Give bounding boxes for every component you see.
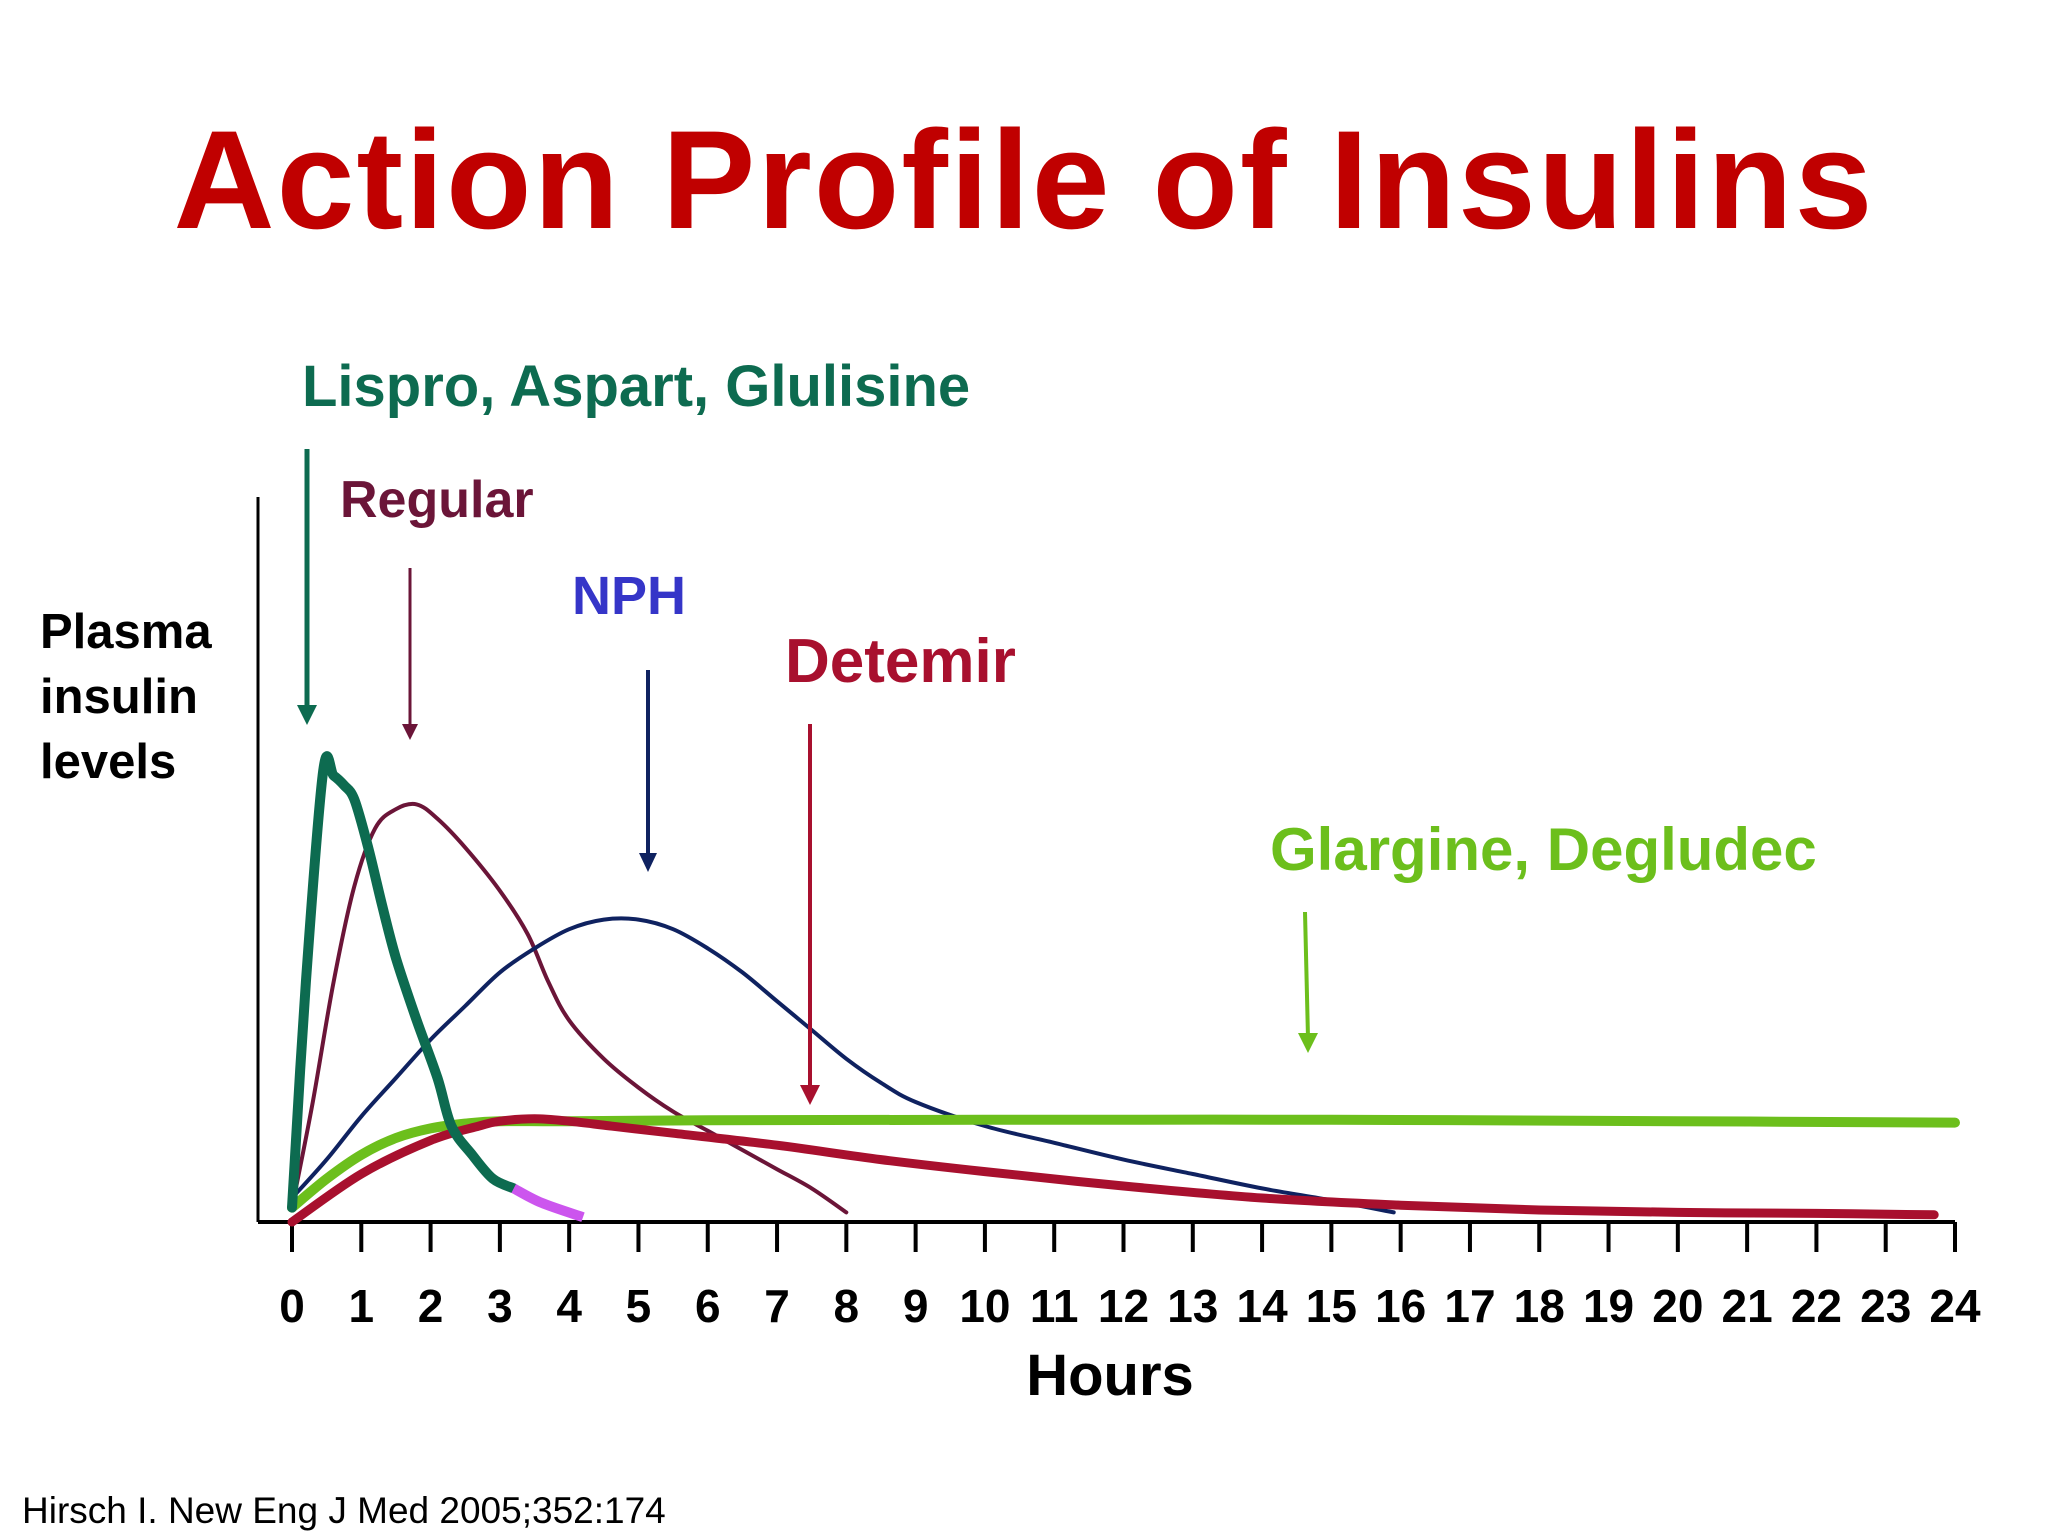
x-tick-label: 1 [348,1280,374,1332]
y-axis-label-line-2: insulin [40,670,198,724]
x-tick-label: 11 [1030,1280,1079,1332]
annotation-lispro-arrow [297,449,317,725]
x-tick-label: 22 [1791,1280,1842,1332]
x-tick-label: 18 [1514,1280,1565,1332]
x-axis-tick-labels: 0 1 2 3 4 5 6 7 8 9 10 11 12 13 14 15 16 17 18 19 20 21 22 23 24 [279,1280,1981,1332]
x-tick-label: 21 [1722,1280,1773,1332]
x-tick-label: 3 [487,1280,513,1332]
annotation-detemir-arrow [800,724,820,1105]
x-tick-label: 15 [1306,1280,1357,1332]
y-axis-label: Plasma insulin levels [40,605,225,789]
chart-title: Action Profile of Insulins [173,101,1875,258]
annotation-nph-arrow [639,670,657,872]
x-tick-label: 6 [695,1280,721,1332]
x-axis-label: Hours [1026,1343,1194,1408]
x-tick-label: 14 [1236,1280,1288,1332]
annotation-regular-arrow [402,568,418,740]
annotation-regular-label: Regular [340,471,534,529]
y-axis-label-line-3: levels [40,735,176,789]
x-tick-label: 17 [1444,1280,1495,1332]
x-tick-label: 12 [1098,1280,1149,1332]
annotation-detemir-label: Detemir [785,627,1016,696]
series-line-detemir [287,1114,1939,1227]
x-tick-label: 8 [834,1280,860,1332]
x-tick-label: 19 [1583,1280,1634,1332]
x-tick-label: 7 [764,1280,790,1332]
series-line-lispro-tail [511,1183,585,1222]
citation: Hirsch I. New Eng J Med 2005;352:174 [22,1490,666,1531]
x-tick-label: 0 [279,1280,305,1332]
annotation-nph-label: NPH [572,566,686,626]
x-tick-label: 9 [903,1280,929,1332]
x-tick-label: 20 [1652,1280,1703,1332]
annotation-lispro-label: Lispro, Aspart, Glulisine [302,354,970,419]
series-line-nph [290,916,1396,1215]
x-tick-label: 13 [1167,1280,1218,1332]
annotation-glargine-arrow [1298,911,1318,1053]
x-tick-label: 23 [1860,1280,1911,1332]
x-tick-label: 5 [626,1280,652,1332]
series-line-glargine [287,1114,1960,1213]
series-layer [287,751,1960,1227]
x-tick-label: 16 [1375,1280,1426,1332]
x-tick-label: 10 [959,1280,1010,1332]
x-tick-label: 24 [1929,1280,1981,1332]
x-tick-label: 4 [556,1280,582,1332]
annotation-glargine-label: Glargine, Degludec [1270,816,1817,883]
x-axis-ticks [290,1222,1957,1252]
y-axis-label-line-1: Plasma [40,605,212,659]
series-line-lispro [287,751,519,1213]
x-tick-label: 2 [418,1280,444,1332]
